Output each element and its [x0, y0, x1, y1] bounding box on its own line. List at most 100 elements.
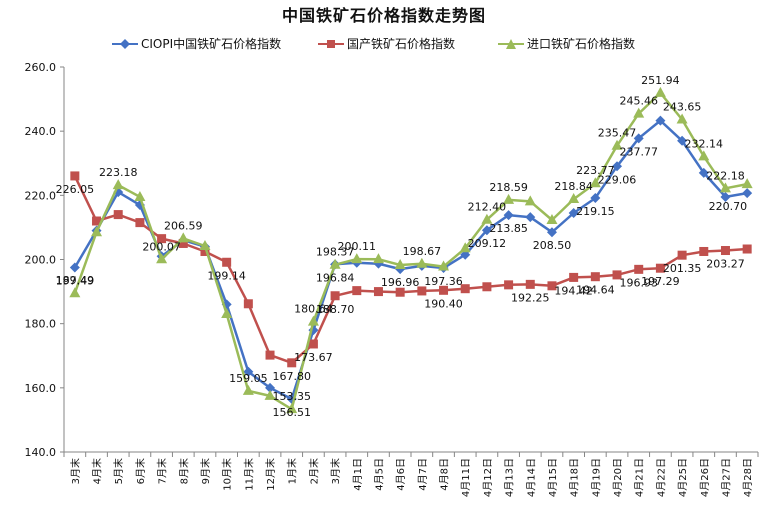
data-label: 190.40 [424, 297, 463, 310]
data-point [720, 191, 731, 202]
data-point [69, 262, 80, 273]
data-point [243, 366, 254, 377]
x-tick-label: 4月21日 [634, 458, 646, 497]
x-tick-label: 4月6日 [395, 458, 407, 491]
data-point [265, 350, 275, 360]
data-point [439, 285, 449, 295]
data-point [113, 210, 123, 220]
data-label: 212.40 [468, 201, 507, 214]
data-label: 251.94 [641, 74, 680, 87]
data-point [91, 226, 103, 237]
data-point [525, 212, 536, 223]
data-label: 219.15 [576, 205, 615, 218]
data-label: 197.29 [641, 275, 680, 288]
data-point [351, 253, 363, 264]
data-point [720, 246, 730, 256]
data-label: 203.27 [706, 258, 745, 271]
x-tick-label: 4月1日 [352, 458, 364, 491]
x-tick-label: 6月末 [134, 458, 147, 484]
data-point [742, 244, 752, 254]
data-point [416, 257, 428, 268]
series-line [73, 175, 748, 365]
data-label: 218.84 [554, 180, 593, 193]
data-point [373, 287, 383, 297]
y-tick-label: 240.0 [25, 125, 57, 138]
data-point [524, 195, 536, 206]
legend-label-domestic: 国产铁矿石价格指数 [347, 37, 456, 51]
data-point [157, 234, 167, 244]
data-point [417, 286, 427, 296]
x-tick-label: 4月28日 [742, 458, 754, 497]
x-tick-label: 2月末 [307, 458, 320, 484]
data-label: 189.49 [56, 274, 95, 287]
data-label: 196.93 [619, 276, 658, 289]
data-point [329, 258, 341, 269]
x-tick-label: 4月5日 [373, 458, 385, 491]
x-tick-label: 4月27日 [720, 458, 732, 497]
data-point [395, 287, 405, 297]
x-tick-label: 4月11日 [460, 458, 472, 497]
x-tick-label: 11月末 [242, 458, 255, 491]
data-label: 232.14 [685, 137, 724, 150]
data-point [589, 177, 601, 188]
data-label: 235.47 [598, 127, 637, 140]
data-point [460, 284, 470, 294]
data-label: 194.42 [554, 284, 593, 297]
x-tick-label: 4月15日 [547, 458, 559, 497]
data-label: 218.59 [489, 181, 528, 194]
data-point [459, 242, 471, 253]
data-point [546, 227, 557, 238]
data-point [221, 308, 233, 319]
data-label: 200.07 [142, 240, 181, 253]
data-label: 222.18 [706, 169, 745, 182]
data-point [156, 253, 168, 264]
data-point [287, 358, 297, 368]
x-tick-label: 10月末 [221, 458, 234, 491]
data-point [438, 260, 450, 271]
data-label: 153.35 [272, 390, 311, 403]
data-label: 237.77 [619, 145, 658, 158]
data-point [546, 214, 558, 225]
data-point [568, 193, 580, 204]
data-point [698, 150, 710, 161]
y-tick-label: 140.0 [25, 446, 57, 459]
data-label: 213.85 [489, 222, 528, 235]
legend-item-domestic: 国产铁矿石价格指数 [318, 35, 455, 52]
data-point [590, 272, 600, 282]
data-label: 197.36 [424, 275, 463, 288]
data-label: 196.84 [316, 271, 355, 284]
data-label: 201.35 [663, 262, 702, 275]
x-tick-label: 4月18日 [569, 458, 581, 497]
x-tick-label: 4月22日 [655, 458, 667, 497]
data-point [286, 403, 298, 414]
data-point [504, 280, 514, 290]
data-label: 220.70 [709, 200, 748, 213]
x-tick-label: 4月13日 [504, 458, 516, 497]
data-label: 208.50 [533, 239, 572, 252]
x-tick-label: 9月末 [199, 458, 212, 484]
data-point [481, 225, 492, 236]
data-point [178, 238, 188, 248]
legend-label-ciopi: CIOPI中国铁矿石价格指数 [141, 37, 282, 51]
data-label: 180.64 [294, 303, 333, 316]
x-tick-label: 3月末 [329, 458, 342, 484]
x-tick-label: 7月末 [156, 458, 169, 484]
data-point [394, 258, 406, 269]
data-point [634, 264, 644, 274]
x-tick-label: 8月末 [177, 458, 190, 484]
data-point [655, 263, 665, 273]
data-label: 226.05 [56, 183, 95, 196]
x-tick-label: 12月末 [264, 458, 277, 491]
data-point [199, 240, 211, 251]
x-tick-label: 4月末 [91, 458, 104, 484]
data-point [719, 182, 731, 193]
y-tick-label: 200.0 [25, 254, 57, 267]
data-point [482, 282, 492, 292]
data-point [503, 193, 515, 204]
data-point [699, 246, 709, 256]
data-point [352, 286, 362, 296]
x-tick-label: 4月12日 [482, 458, 494, 497]
data-point [677, 250, 687, 260]
data-point [112, 179, 124, 190]
